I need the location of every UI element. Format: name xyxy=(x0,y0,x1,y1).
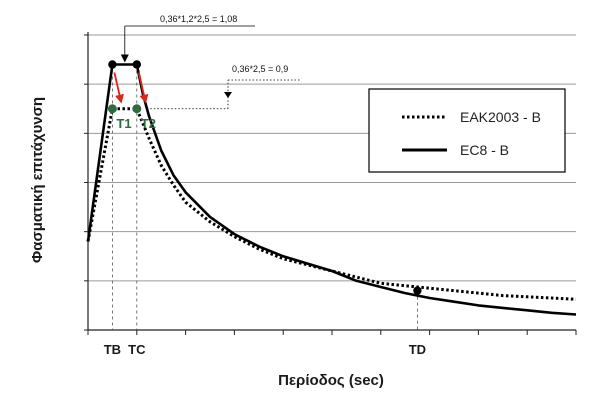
corner-point-marker xyxy=(413,286,422,295)
y-axis-title: Φασματική επιτάχυνση xyxy=(29,97,46,263)
legend-label-ec8: EC8 - B xyxy=(460,142,509,158)
marker-t1 xyxy=(107,104,117,114)
corner-point-marker xyxy=(132,60,141,69)
axes xyxy=(84,32,577,335)
red-arrow-t1 xyxy=(113,72,124,104)
annotation-1-text: 0,36*1,2*2,5 = 1,08 xyxy=(160,14,237,24)
point-markers: T1 T2 xyxy=(107,60,422,295)
legend-label-eak2003: EAK2003 - B xyxy=(460,109,541,125)
red-arrow-t2 xyxy=(137,72,149,104)
marker-t2 xyxy=(132,104,142,114)
x-tick-label-tb: TB xyxy=(104,342,121,357)
x-tick-label-tc: TC xyxy=(128,342,146,357)
series-line-eak2003 xyxy=(86,107,577,301)
annotation-2-arrowhead xyxy=(224,92,232,98)
legend: EAK2003 - B EC8 - B xyxy=(368,88,566,173)
annotations: 0,36*1,2*2,5 = 1,08 0,36*2,5 = 0,9 xyxy=(120,14,300,110)
corner-point-marker xyxy=(108,60,117,69)
series-line-ec8 xyxy=(86,63,577,316)
gridlines xyxy=(88,34,576,282)
label-t1: T1 xyxy=(116,116,131,131)
series-lines xyxy=(86,63,577,316)
annotation-2-text: 0,36*2,5 = 0,9 xyxy=(232,64,288,74)
x-tick-label-td: TD xyxy=(409,342,426,357)
x-axis-title: Περίοδος (sec) xyxy=(278,372,384,389)
label-t2: T2 xyxy=(141,116,156,131)
legend-box xyxy=(368,88,566,173)
